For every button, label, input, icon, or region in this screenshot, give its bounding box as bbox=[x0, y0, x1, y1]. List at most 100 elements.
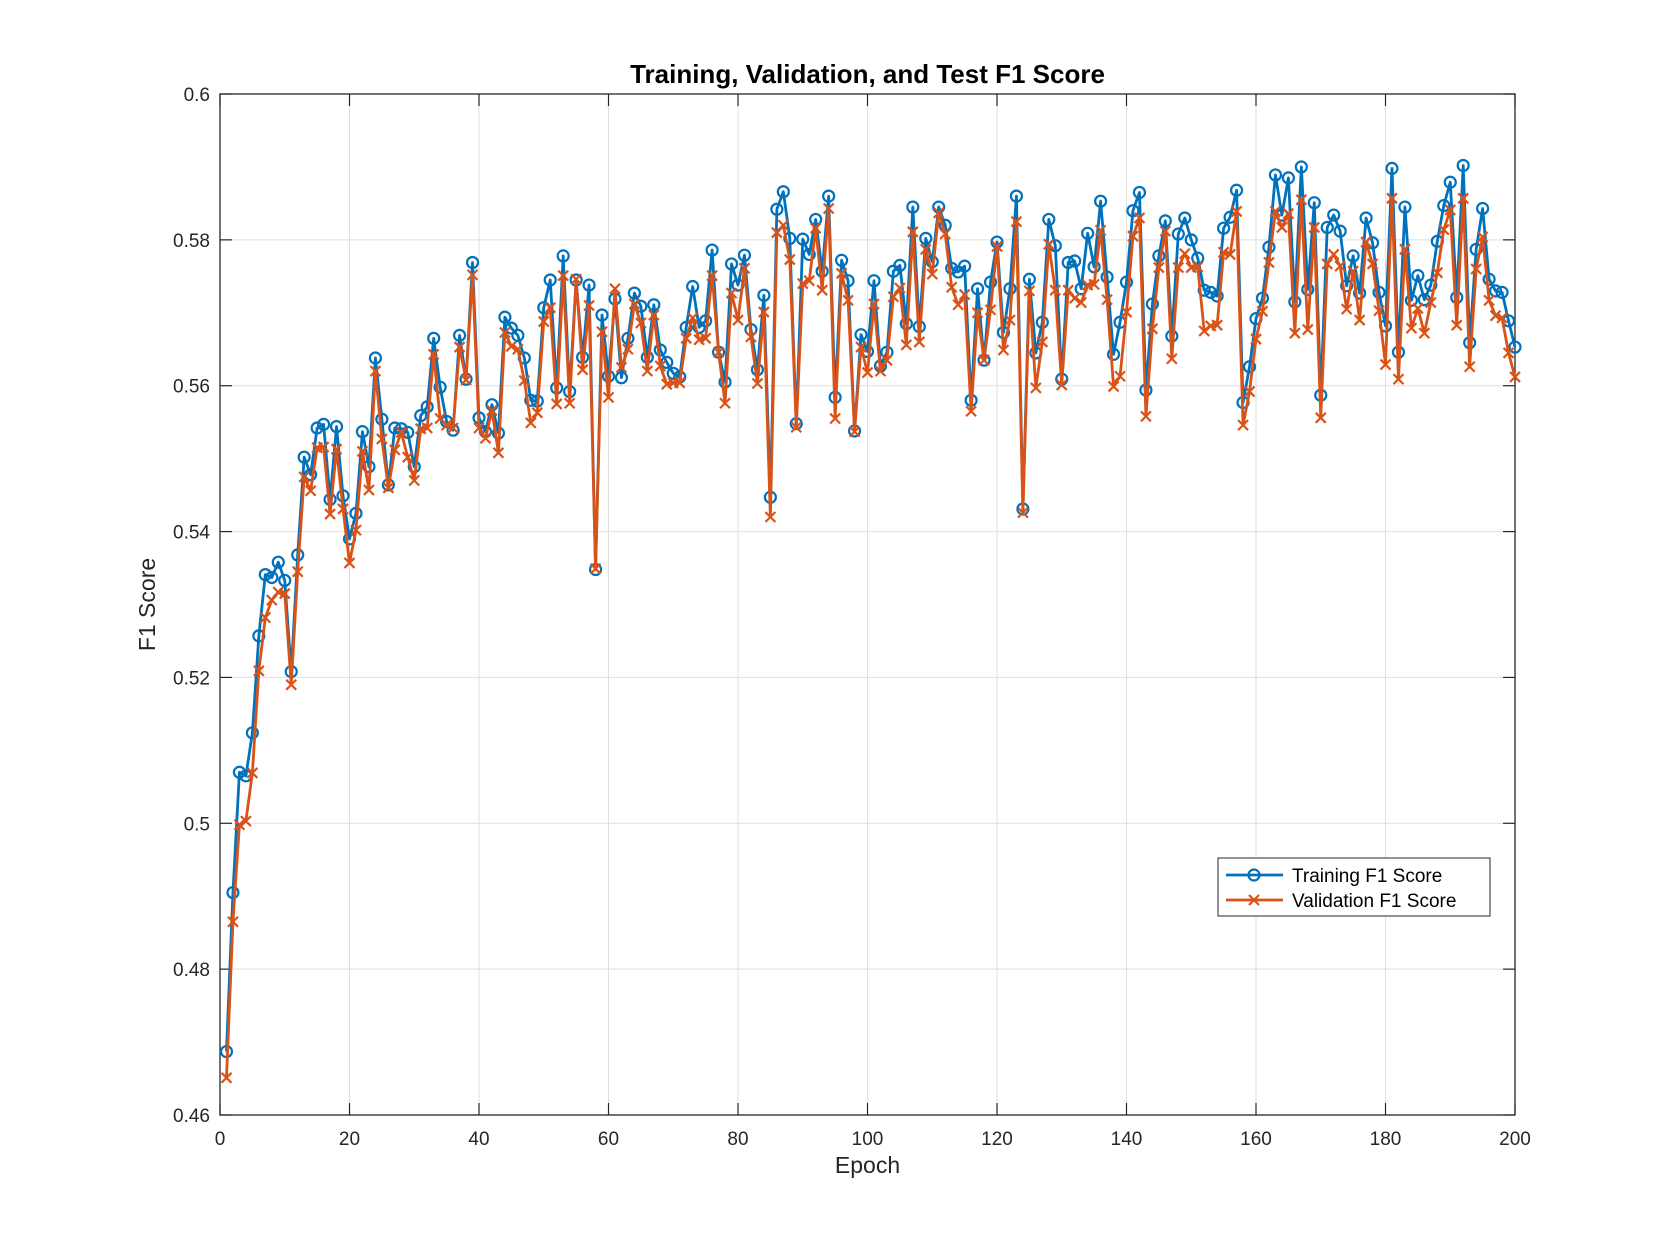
data-point bbox=[732, 314, 744, 326]
data-point bbox=[622, 343, 634, 356]
data-point bbox=[1114, 370, 1126, 383]
data-point bbox=[1030, 382, 1042, 394]
data-point bbox=[376, 433, 388, 445]
data-point bbox=[576, 363, 589, 376]
data-point bbox=[609, 282, 621, 295]
data-point bbox=[757, 288, 771, 302]
data-point bbox=[1360, 236, 1372, 248]
data-point bbox=[570, 273, 582, 286]
data-point bbox=[1075, 296, 1087, 309]
data-point bbox=[329, 419, 344, 434]
data-point bbox=[395, 426, 408, 439]
data-point bbox=[984, 304, 997, 316]
data-point bbox=[524, 393, 538, 407]
data-point bbox=[1508, 340, 1522, 354]
data-point bbox=[1295, 193, 1308, 206]
legend-label: Validation F1 Score bbox=[1292, 891, 1456, 912]
data-point bbox=[1314, 412, 1327, 424]
data-point bbox=[971, 307, 984, 319]
data-point bbox=[602, 391, 615, 404]
data-point bbox=[1386, 192, 1398, 205]
data-point bbox=[246, 767, 259, 779]
x-tick-label: 20 bbox=[339, 1129, 360, 1150]
data-point bbox=[259, 611, 272, 624]
data-point bbox=[1437, 198, 1451, 213]
data-point bbox=[278, 573, 292, 588]
x-tick-label: 80 bbox=[727, 1129, 748, 1150]
data-point bbox=[738, 262, 751, 275]
data-point bbox=[1411, 268, 1425, 283]
y-tick-label: 0.46 bbox=[173, 1106, 210, 1127]
data-point bbox=[628, 298, 641, 310]
data-point bbox=[1353, 314, 1366, 326]
data-point bbox=[822, 189, 836, 203]
data-point bbox=[1101, 293, 1113, 306]
data-point bbox=[1217, 221, 1231, 235]
data-point bbox=[1483, 294, 1495, 307]
data-point bbox=[421, 422, 433, 434]
data-point bbox=[802, 247, 816, 262]
data-point bbox=[245, 726, 259, 740]
data-point bbox=[427, 331, 441, 345]
data-point bbox=[699, 332, 712, 345]
data-point bbox=[298, 471, 310, 483]
data-point bbox=[737, 248, 752, 262]
data-point bbox=[835, 267, 848, 280]
data-point bbox=[1036, 336, 1049, 348]
data-point bbox=[389, 444, 401, 456]
data-point bbox=[1068, 254, 1082, 268]
data-point bbox=[1404, 293, 1419, 307]
legend-label: Training F1 Score bbox=[1292, 866, 1442, 887]
data-point bbox=[1276, 221, 1288, 234]
legend: Training F1 Score Validation F1 Score bbox=[1217, 857, 1491, 917]
data-point bbox=[324, 508, 336, 520]
data-point bbox=[764, 511, 777, 523]
data-point bbox=[1081, 226, 1095, 240]
data-point bbox=[285, 678, 298, 691]
data-point bbox=[1282, 207, 1295, 220]
data-point bbox=[505, 340, 518, 353]
data-point bbox=[1184, 233, 1198, 247]
data-point bbox=[965, 405, 977, 418]
x-tick-label: 120 bbox=[981, 1129, 1013, 1150]
x-tick-label: 40 bbox=[468, 1129, 489, 1150]
data-point bbox=[952, 298, 964, 311]
data-point bbox=[556, 249, 570, 263]
data-point bbox=[563, 397, 576, 409]
data-point bbox=[1010, 215, 1023, 228]
data-point bbox=[1308, 221, 1321, 234]
data-point bbox=[414, 409, 428, 423]
data-point bbox=[550, 398, 563, 410]
data-point bbox=[679, 320, 693, 334]
data-point bbox=[654, 360, 667, 372]
data-point bbox=[1373, 304, 1385, 317]
data-point bbox=[919, 231, 933, 245]
data-point bbox=[291, 565, 304, 578]
data-point bbox=[1399, 243, 1411, 256]
data-point bbox=[1412, 302, 1424, 315]
data-point bbox=[997, 344, 1010, 356]
data-point bbox=[512, 343, 524, 356]
data-point bbox=[1023, 285, 1036, 297]
legend-entry: Training F1 Score bbox=[1226, 866, 1442, 887]
data-point bbox=[1263, 256, 1275, 269]
x-tick-label: 200 bbox=[1499, 1129, 1531, 1150]
data-point bbox=[705, 243, 719, 257]
data-point bbox=[758, 306, 770, 318]
data-point bbox=[453, 341, 466, 353]
data-point bbox=[983, 275, 998, 289]
data-point bbox=[1301, 282, 1315, 297]
data-point bbox=[1476, 201, 1490, 216]
data-point bbox=[1004, 314, 1016, 326]
data-point bbox=[401, 451, 414, 463]
data-point bbox=[330, 443, 343, 455]
data-point bbox=[1003, 282, 1017, 296]
data-point bbox=[724, 257, 739, 271]
data-point bbox=[595, 308, 609, 322]
data-point bbox=[1211, 319, 1223, 331]
data-point bbox=[939, 228, 951, 240]
data-point bbox=[1171, 227, 1185, 241]
y-tick-label: 0.56 bbox=[173, 377, 210, 398]
data-point bbox=[907, 226, 919, 238]
data-point bbox=[1126, 204, 1140, 218]
